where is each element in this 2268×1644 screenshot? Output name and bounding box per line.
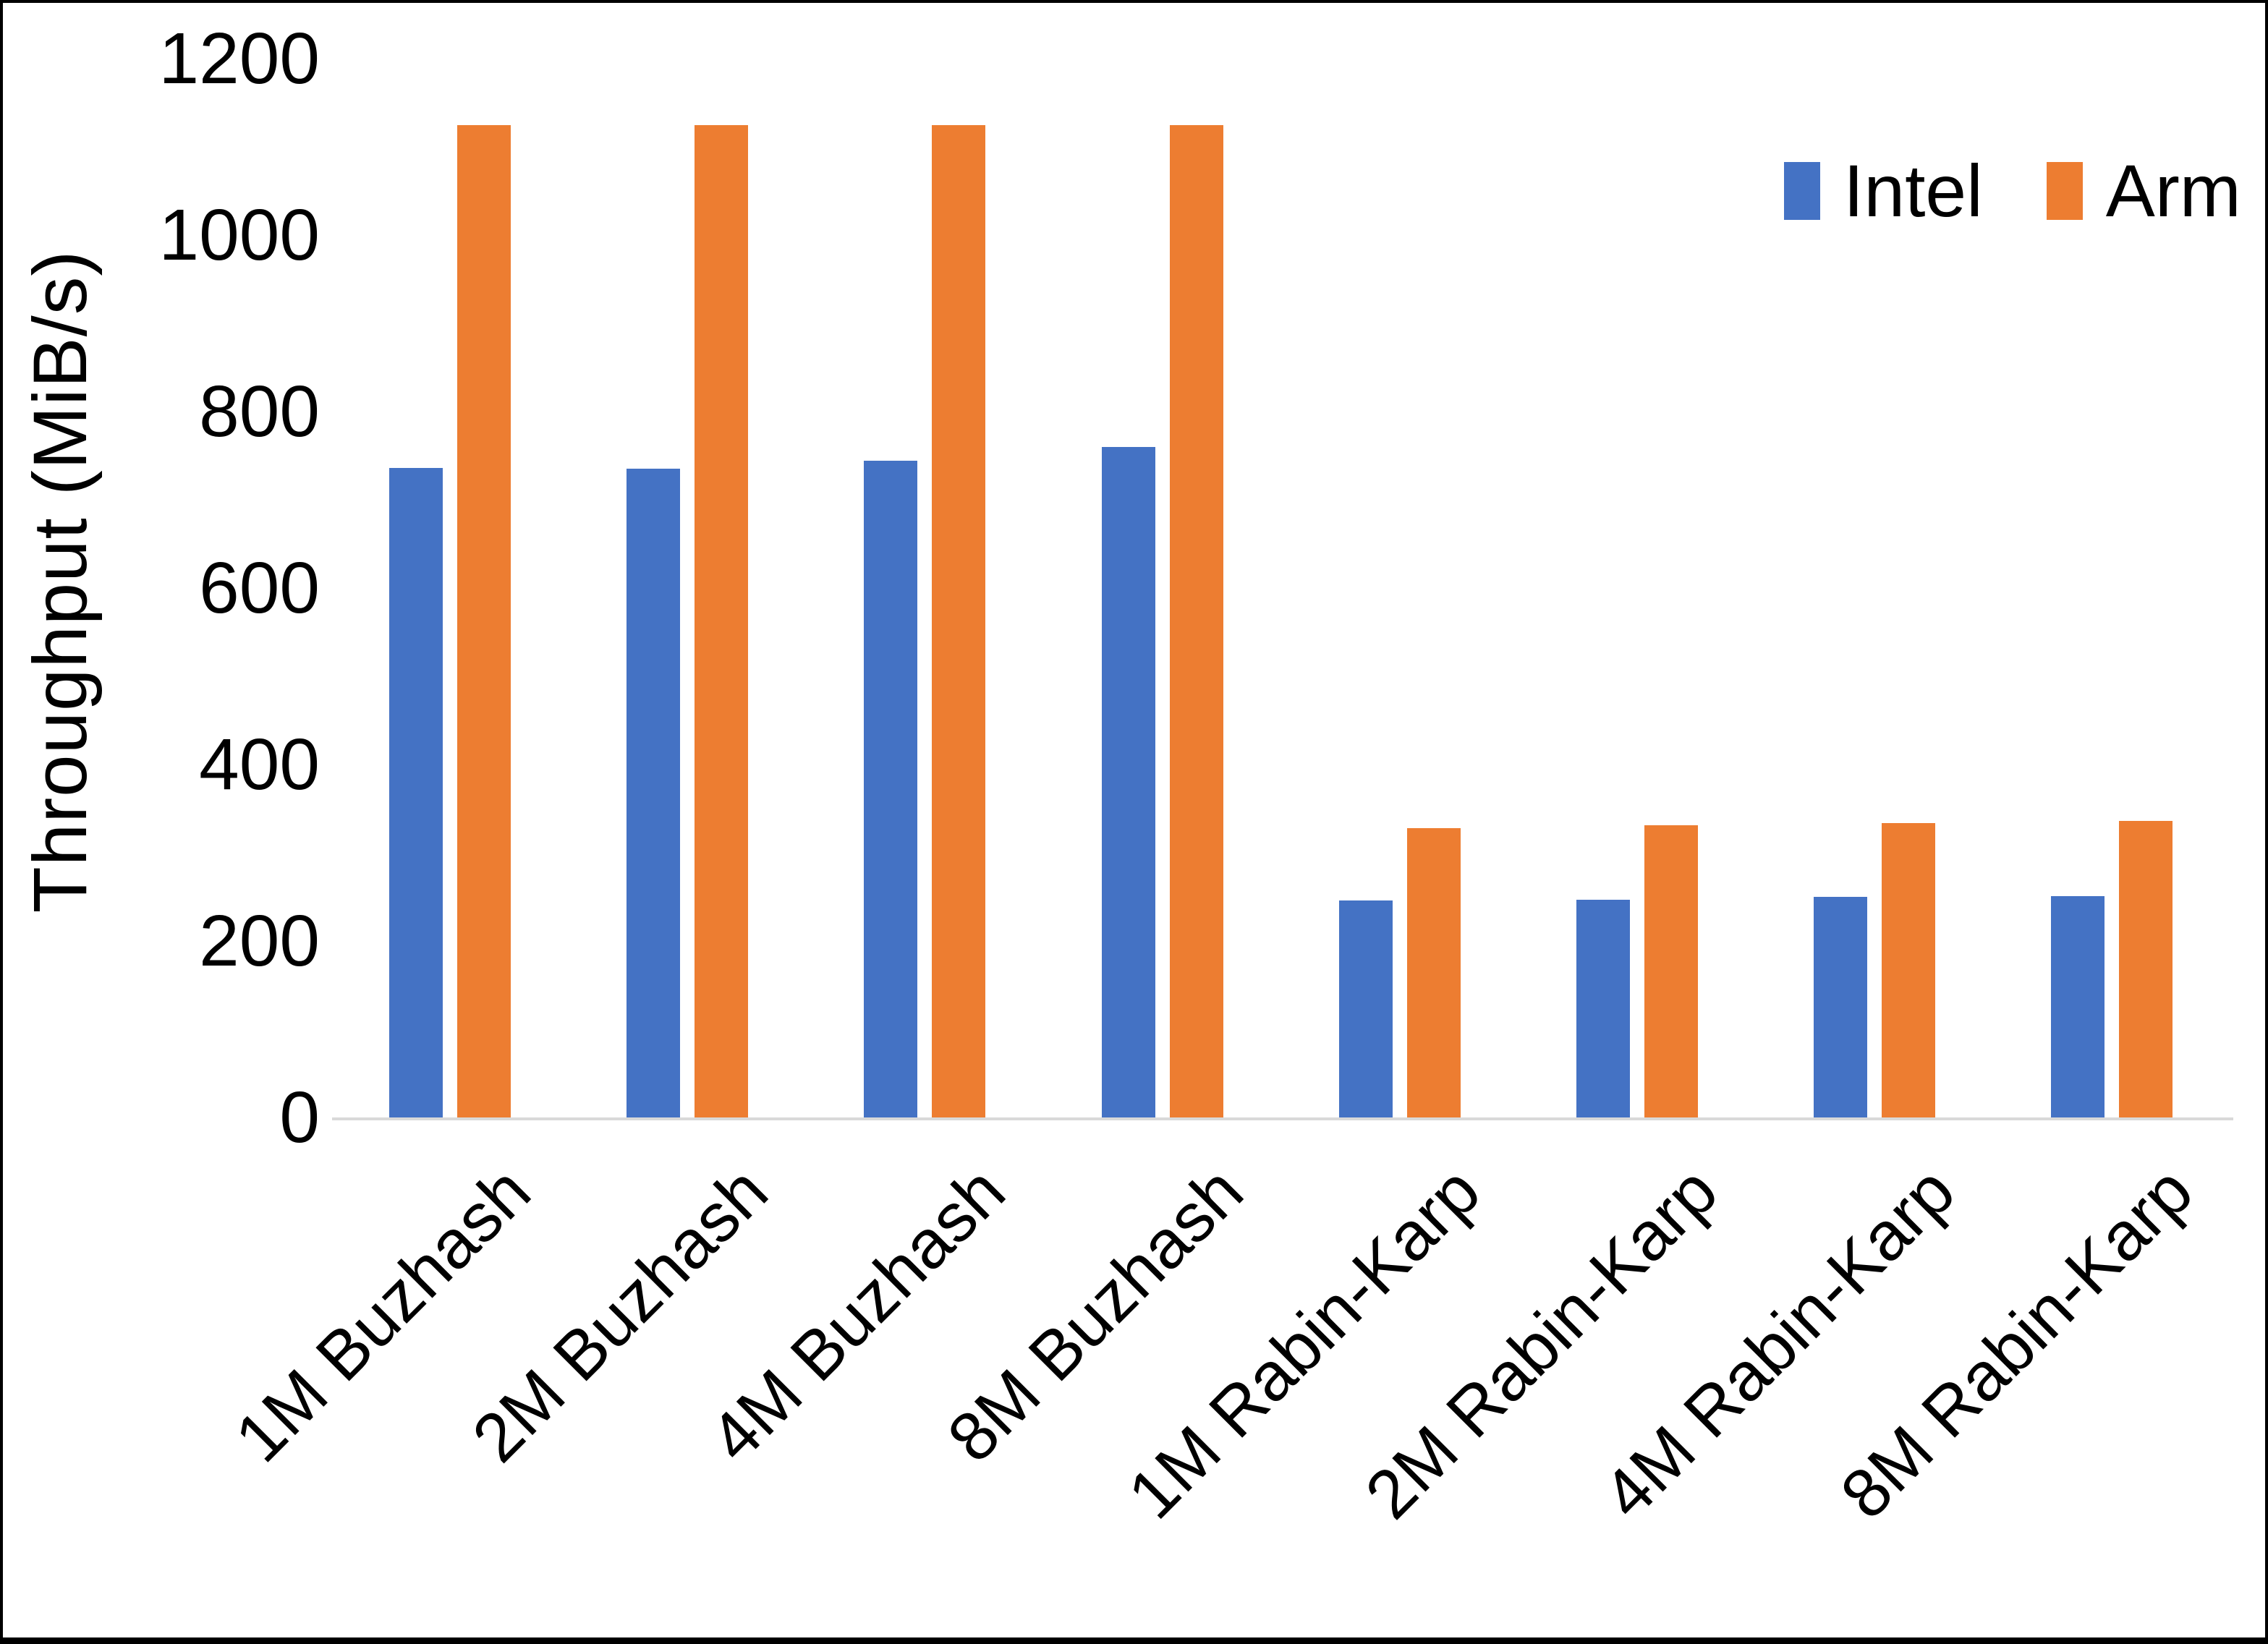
legend-item-arm: Arm [2046, 150, 2241, 232]
arm-series-swatch [2046, 162, 2083, 220]
bar-arm-1m-rabin-karp [1406, 827, 1461, 1117]
legend-item-intel: Intel [1784, 151, 1983, 231]
bar-arm-2m-buzhash [695, 124, 749, 1117]
y-tick-label-200: 200 [199, 900, 320, 981]
x-axis-line [332, 1117, 2233, 1120]
legend: Intel Arm [1784, 151, 2241, 231]
bar-arm-8m-rabin-karp [2119, 821, 2173, 1117]
legend-label-arm: Arm [2105, 150, 2241, 232]
bar-intel-2m-rabin-karp [1576, 899, 1630, 1117]
y-tick-label-1000: 1000 [158, 195, 320, 276]
bar-intel-2m-buzhash [627, 469, 681, 1117]
bar-intel-8m-buzhash [1101, 446, 1155, 1117]
bar-intel-4m-rabin-karp [1814, 897, 1868, 1117]
bar-intel-1m-buzhash [389, 468, 443, 1117]
y-tick-label-800: 800 [199, 371, 320, 452]
y-tick-label-400: 400 [199, 724, 320, 805]
bar-arm-4m-buzhash [932, 124, 986, 1117]
y-tick-label-600: 600 [199, 548, 320, 629]
bar-intel-4m-buzhash [864, 461, 918, 1117]
intel-series-swatch [1784, 162, 1820, 220]
bar-intel-1m-rabin-karp [1338, 900, 1393, 1117]
y-tick-label-1200: 1200 [158, 18, 320, 99]
bar-arm-8m-buzhash [1169, 124, 1223, 1117]
bar-chart: Throughput (MiB/s) 0 200 400 600 800 1000 1200… [3, 3, 2265, 1637]
bar-arm-2m-rabin-karp [1644, 825, 1698, 1117]
legend-label-intel: Intel [1843, 150, 1983, 232]
bar-intel-8m-rabin-karp [2051, 895, 2105, 1117]
bar-arm-1m-buzhash [457, 124, 511, 1117]
y-tick-label-0: 0 [279, 1077, 320, 1158]
bar-arm-4m-rabin-karp [1882, 822, 1936, 1117]
